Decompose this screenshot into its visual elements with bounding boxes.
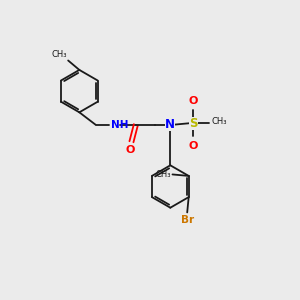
Text: N: N xyxy=(165,118,175,131)
Text: S: S xyxy=(189,117,197,130)
Text: NH: NH xyxy=(111,120,128,130)
Text: CH₃: CH₃ xyxy=(155,170,171,179)
Text: O: O xyxy=(189,141,198,151)
Text: CH₃: CH₃ xyxy=(52,50,67,59)
Text: Br: Br xyxy=(181,215,194,225)
Text: O: O xyxy=(189,95,198,106)
Text: O: O xyxy=(125,145,135,155)
Text: CH₃: CH₃ xyxy=(212,117,227,126)
